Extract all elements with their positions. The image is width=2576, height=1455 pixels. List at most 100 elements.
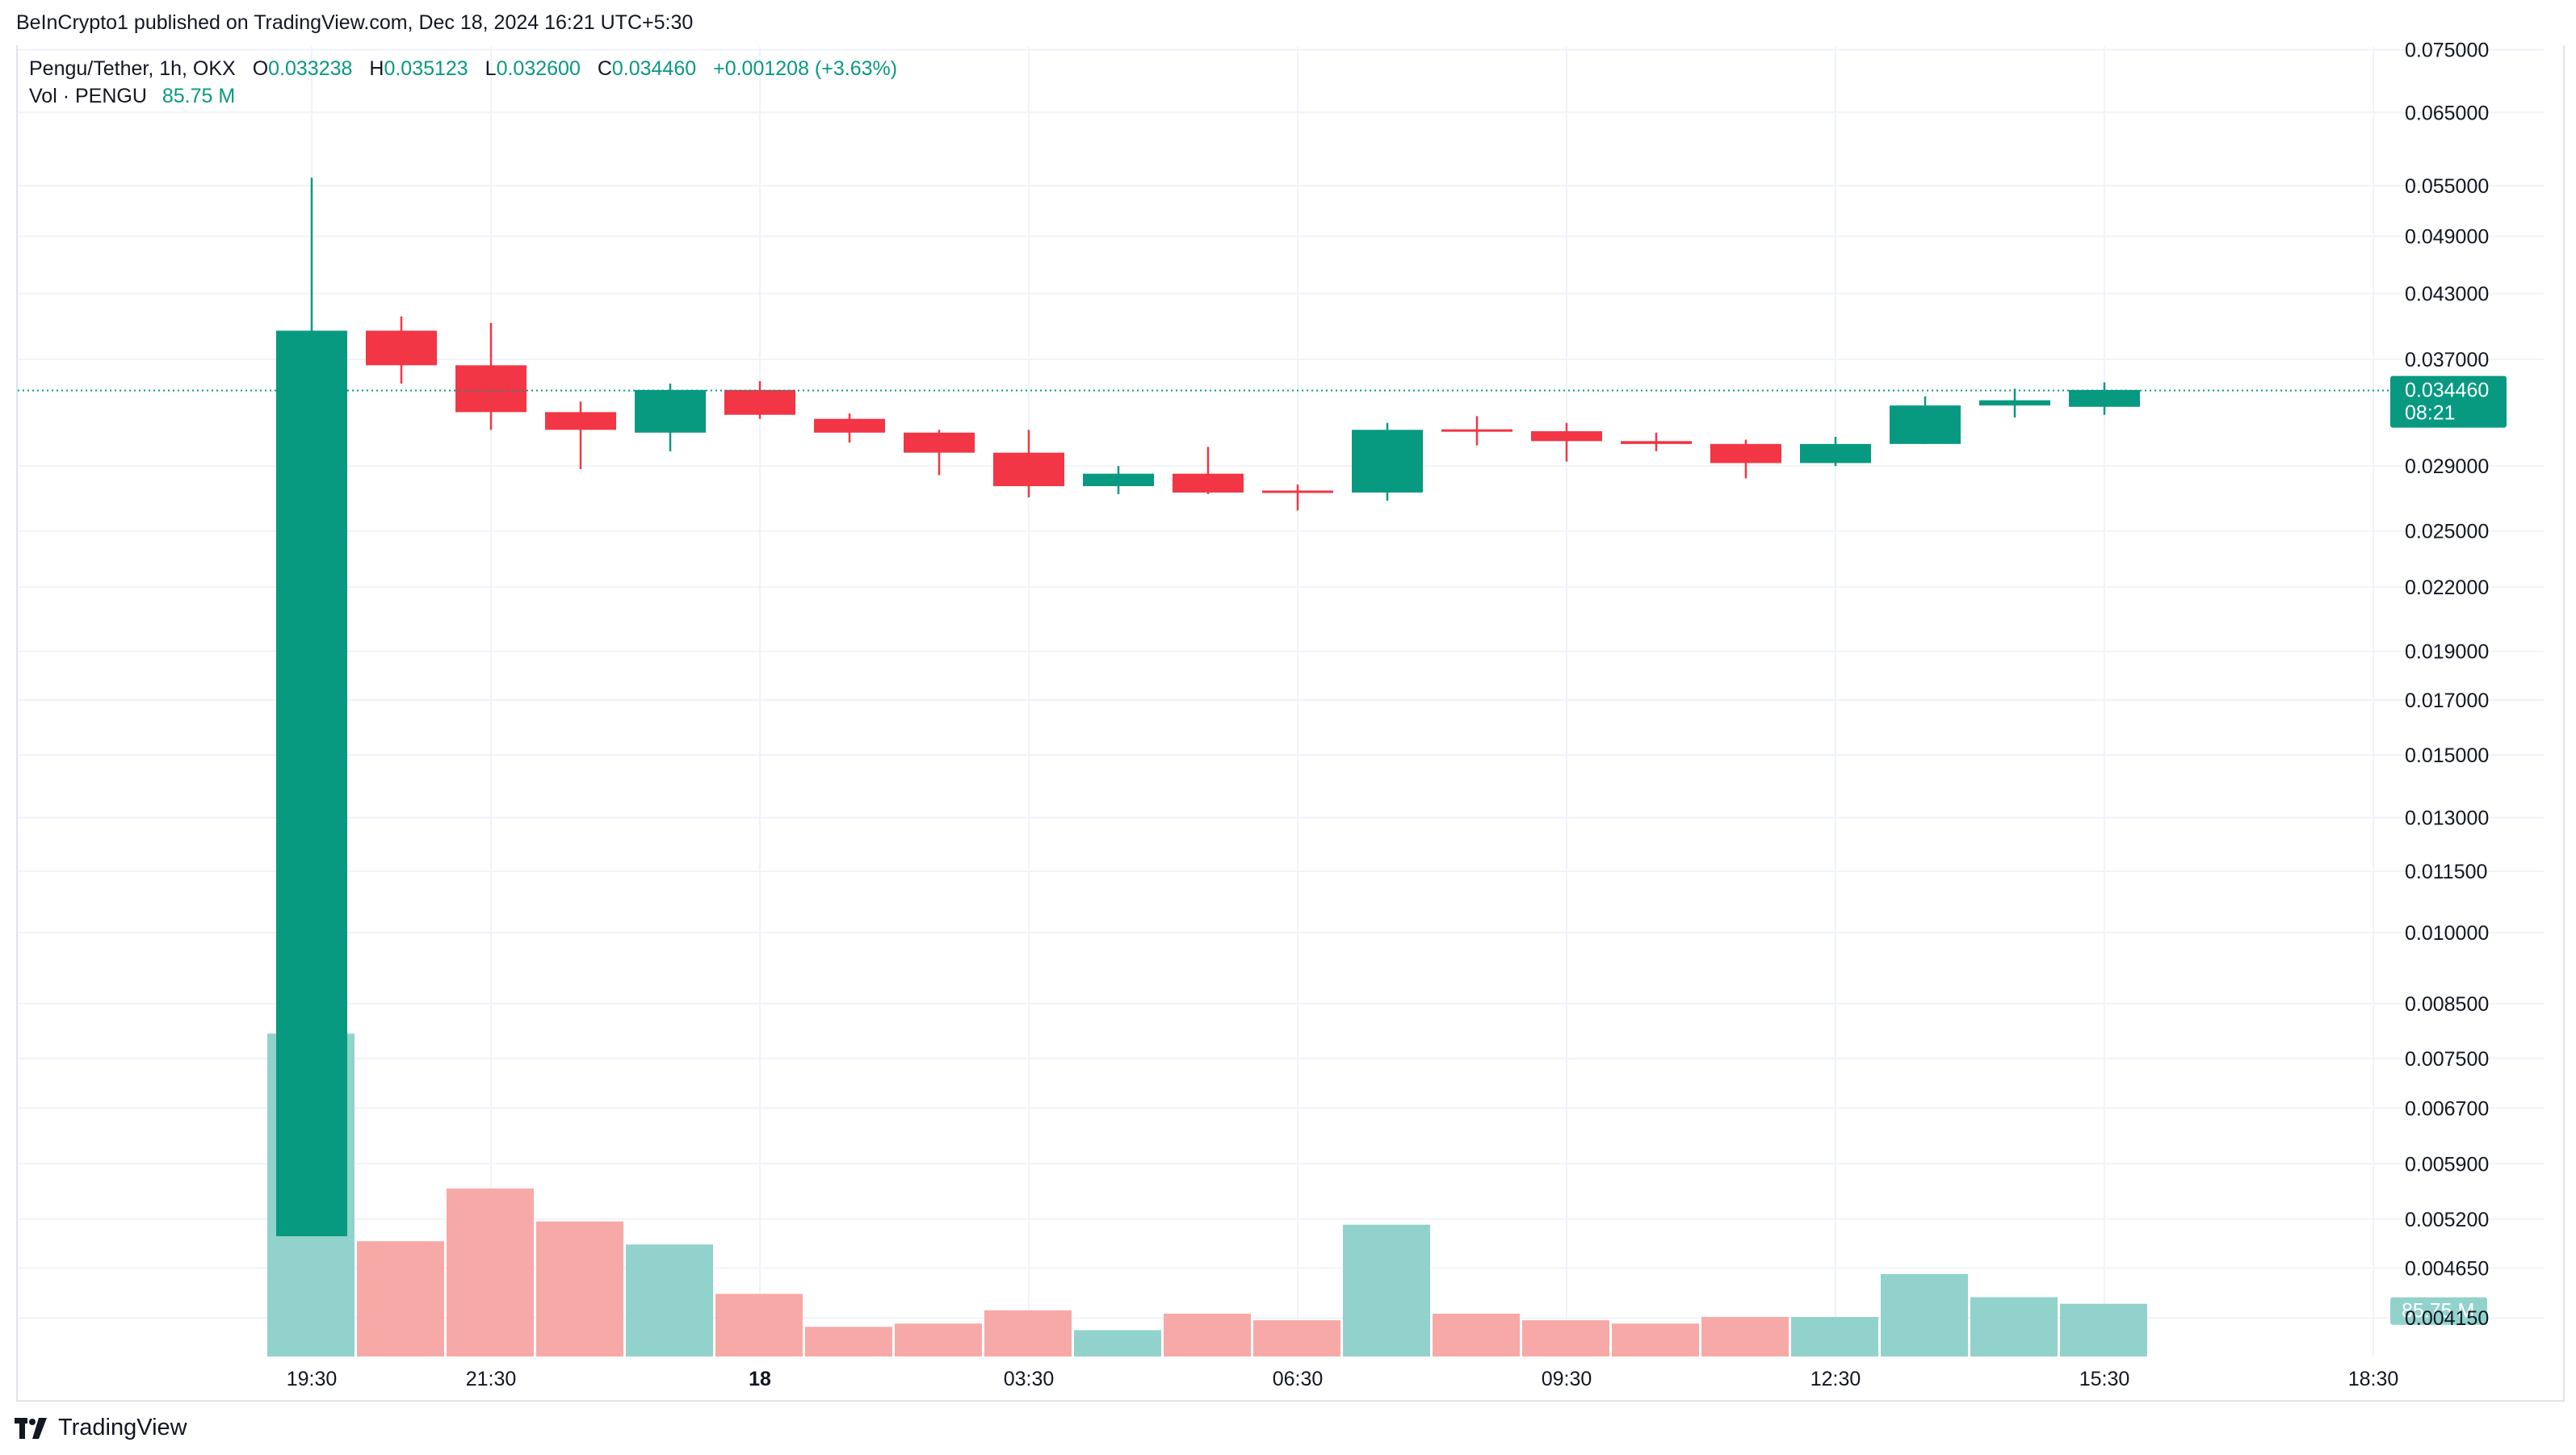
y-tick-label: 0.019000 [2405, 641, 2489, 664]
legend-close-value: 0.034460 [611, 57, 697, 80]
x-tick-label: 06:30 [1273, 1368, 1324, 1390]
candle-body [2069, 389, 2140, 407]
candle-body [1441, 429, 1512, 432]
tradingview-logo-icon [15, 1417, 50, 1439]
volume-bar [1881, 1274, 1968, 1356]
candle-body [545, 412, 616, 430]
y-tick-label: 0.017000 [2405, 690, 2489, 712]
y-tick-label: 0.006700 [2405, 1097, 2489, 1120]
candle-body [366, 330, 437, 366]
volume-bar [357, 1241, 444, 1356]
y-tick-label: 0.005900 [2405, 1153, 2489, 1176]
publisher-line: BeInCrypto1 published on TradingView.com… [16, 11, 694, 34]
volume-bar [1791, 1317, 1878, 1356]
volume-bar [1074, 1330, 1161, 1356]
candle-body [276, 330, 347, 1237]
tradingview-brand: TradingView [58, 1415, 187, 1440]
legend-volume-row: Vol · PENGU 85.75 M [29, 82, 897, 110]
price-axis[interactable]: 0.075000 0.065000 0.055000 0.049000 0.043000… [2405, 40, 2489, 1331]
volume-bar [984, 1310, 1072, 1356]
volume-bar [536, 1221, 623, 1356]
volume-bars [267, 1034, 2147, 1356]
y-tick-label: 0.015000 [2405, 744, 2489, 767]
chart-frame[interactable] [16, 45, 2565, 1402]
y-tick-label: 0.011500 [2405, 861, 2487, 883]
volume-bar [1343, 1224, 1430, 1356]
legend-low-value: 0.032600 [496, 57, 581, 80]
volume-bar [1612, 1323, 1699, 1356]
volume-bar [626, 1244, 713, 1356]
current-price-tag [2390, 375, 2507, 428]
candle-body [1979, 400, 2050, 406]
legend-high-value: 0.035123 [384, 57, 468, 80]
y-tick-label: 0.065000 [2405, 102, 2489, 124]
x-tick-label: 09:30 [1542, 1368, 1592, 1390]
y-tick-label: 0.005200 [2405, 1209, 2489, 1231]
volume-bar [895, 1323, 982, 1356]
volume-bar [2060, 1303, 2147, 1356]
legend-change-value: +0.001208 (+3.63%) [713, 57, 898, 80]
volume-bar [1433, 1313, 1520, 1356]
x-tick-label: 18 [749, 1368, 771, 1390]
volume-bar [1701, 1317, 1789, 1356]
x-tick-label: 18:30 [2348, 1368, 2399, 1390]
candle-body [904, 432, 975, 453]
candle-body [455, 365, 527, 413]
candle-body [635, 389, 706, 433]
legend-open-label: O [252, 57, 269, 80]
volume-tag-label: 85.75 M [2402, 1300, 2474, 1323]
y-tick-label: 0.049000 [2405, 226, 2489, 249]
candle-body [814, 418, 885, 433]
legend-ohlc-row: Pengu/Tether, 1h, OKX O0.033238 H0.03512… [29, 55, 897, 82]
y-tick-label: 0.025000 [2405, 521, 2489, 543]
candle-body [1352, 430, 1423, 493]
y-tick-label: 0.007500 [2405, 1048, 2489, 1071]
y-tick-label: 0.037000 [2405, 349, 2489, 371]
legend-high-label: H [369, 57, 384, 80]
x-tick-label: 03:30 [1004, 1368, 1055, 1390]
volume-bar [1522, 1320, 1609, 1356]
candles [276, 178, 2140, 1237]
countdown-label: 08:21 [2405, 402, 2456, 425]
candle-body [724, 389, 795, 415]
tradingview-logo[interactable]: TradingView [15, 1415, 187, 1441]
volume-bar [1164, 1313, 1251, 1356]
y-tick-label: 0.043000 [2405, 283, 2489, 305]
y-tick-label: 0.075000 [2405, 40, 2489, 62]
volume-bar [805, 1327, 892, 1356]
candle-body [1710, 443, 1781, 463]
candle-body [1262, 490, 1333, 493]
x-tick-label: 12:30 [1810, 1368, 1861, 1390]
chart-legend: Pengu/Tether, 1h, OKX O0.033238 H0.03512… [29, 55, 897, 110]
y-tick-label: 0.022000 [2405, 577, 2489, 599]
y-tick-label: 0.004650 [2405, 1257, 2489, 1280]
volume-tag [2390, 1297, 2487, 1325]
legend-volume-label[interactable]: Vol · PENGU [29, 85, 147, 107]
time-axis[interactable]: 19:30 21:30 18 03:30 06:30 09:30 12:30 15:30 18:… [287, 1368, 2399, 1390]
y-tick-label: 0.055000 [2405, 175, 2489, 198]
current-price-label: 0.034460 [2405, 379, 2489, 402]
candle-body [1621, 441, 1692, 444]
x-tick-label: 21:30 [466, 1368, 517, 1390]
grid-lines [18, 47, 2544, 1356]
y-tick-label: 0.004150 [2405, 1307, 2489, 1330]
legend-volume-value: 85.75 M [162, 85, 236, 107]
x-tick-label: 19:30 [287, 1368, 338, 1390]
volume-bar [1970, 1297, 2058, 1356]
legend-symbol[interactable]: Pengu/Tether, 1h, OKX [29, 57, 236, 80]
y-tick-label: 0.013000 [2405, 807, 2489, 830]
candle-body [1890, 405, 1961, 444]
y-tick-label: 0.029000 [2405, 455, 2489, 478]
legend-open-value: 0.033238 [268, 57, 353, 80]
y-tick-label: 0.008500 [2405, 993, 2489, 1016]
legend-low-label: L [485, 57, 497, 80]
candle-body [1083, 473, 1154, 487]
candle-body [993, 452, 1064, 487]
legend-close-label: C [597, 57, 612, 80]
x-tick-label: 15:30 [2079, 1368, 2130, 1390]
candle-body [1800, 443, 1871, 463]
volume-bar [715, 1294, 803, 1356]
y-tick-label: 0.010000 [2405, 922, 2489, 945]
